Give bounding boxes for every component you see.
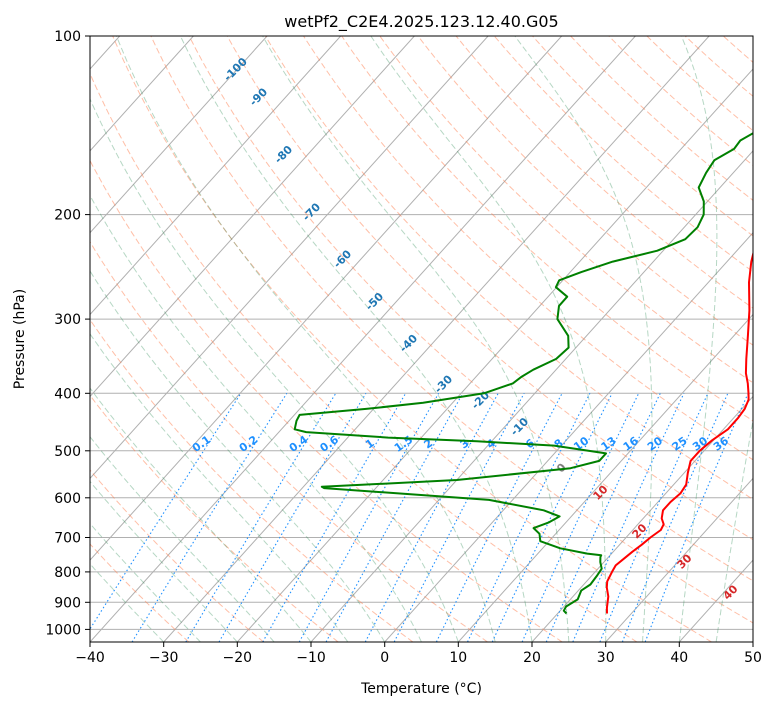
x-tick-label: −20: [223, 650, 253, 666]
x-tick-label: 20: [523, 650, 541, 666]
y-axis-label: Pressure (hPa): [12, 289, 28, 389]
chart-title: wetPf2_C2E4.2025.123.12.40.G05: [284, 12, 558, 32]
x-tick-label: 0: [380, 650, 389, 666]
x-tick-label: 40: [670, 650, 688, 666]
x-tick-label: −40: [75, 650, 105, 666]
x-tick-label: 10: [449, 650, 467, 666]
x-tick-label: −10: [296, 650, 326, 666]
x-axis-label: Temperature (°C): [360, 681, 482, 697]
x-tick-label: 50: [744, 650, 762, 666]
y-tick-label: 300: [54, 312, 81, 328]
x-tick-label: −30: [149, 650, 179, 666]
y-tick-label: 500: [54, 444, 81, 460]
y-tick-label: 1000: [45, 622, 81, 638]
y-tick-label: 400: [54, 386, 81, 402]
y-tick-label: 700: [54, 531, 81, 547]
y-tick-label: 100: [54, 29, 81, 45]
y-tick-label: 200: [54, 208, 81, 224]
y-tick-label: 800: [54, 565, 81, 581]
y-tick-label: 600: [54, 491, 81, 507]
y-tick-label: 900: [54, 595, 81, 611]
x-tick-label: 30: [597, 650, 615, 666]
